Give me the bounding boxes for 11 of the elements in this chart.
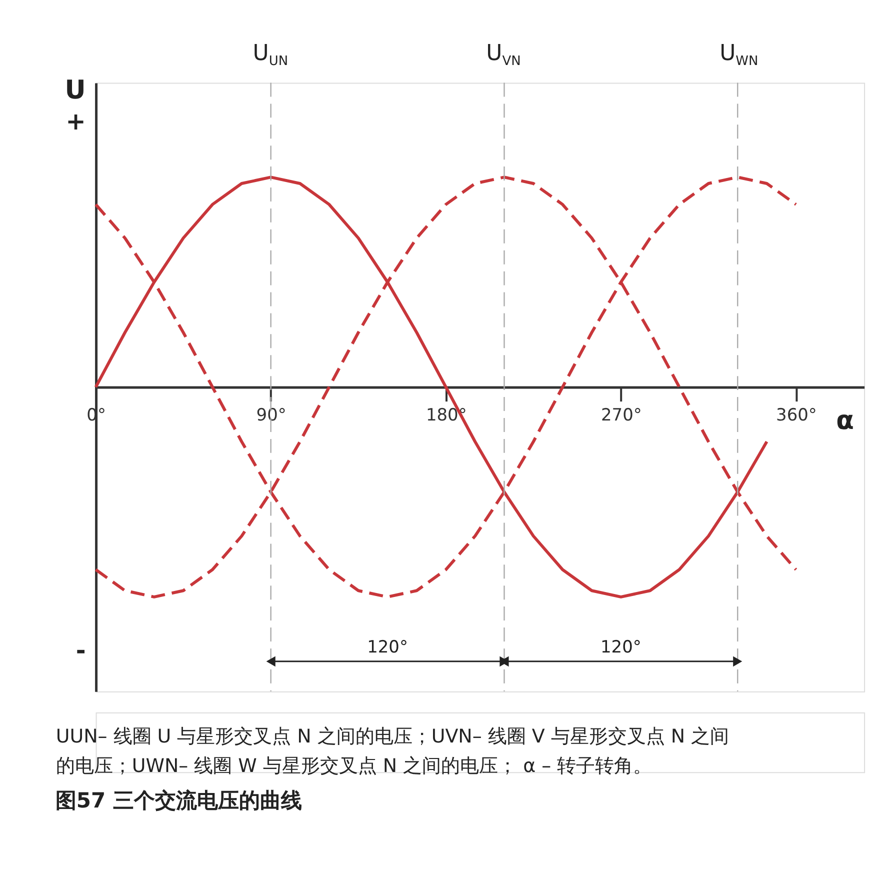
text: 图57 三个交流电压的曲线: [55, 788, 302, 813]
x-axis-title: α: [836, 406, 854, 436]
x-tick-label: 360°: [776, 404, 817, 424]
text: -: [76, 636, 86, 664]
x-tick-label: 270°: [601, 404, 642, 424]
text: UUN– 线圈 U 与星形交叉点 N 之间的电压；UVN– 线圈 V 与星形交叉点 N 之间的电压；UWN– 线圈 W 与星形交叉点 N 之间的电压； α – 转子转角。: [56, 725, 730, 778]
text: +: [66, 108, 86, 136]
text: 120°: [367, 636, 408, 656]
text: 120°: [600, 636, 642, 656]
x-tick-label: 90°: [256, 404, 286, 424]
y-axis-title: U: [64, 76, 86, 106]
